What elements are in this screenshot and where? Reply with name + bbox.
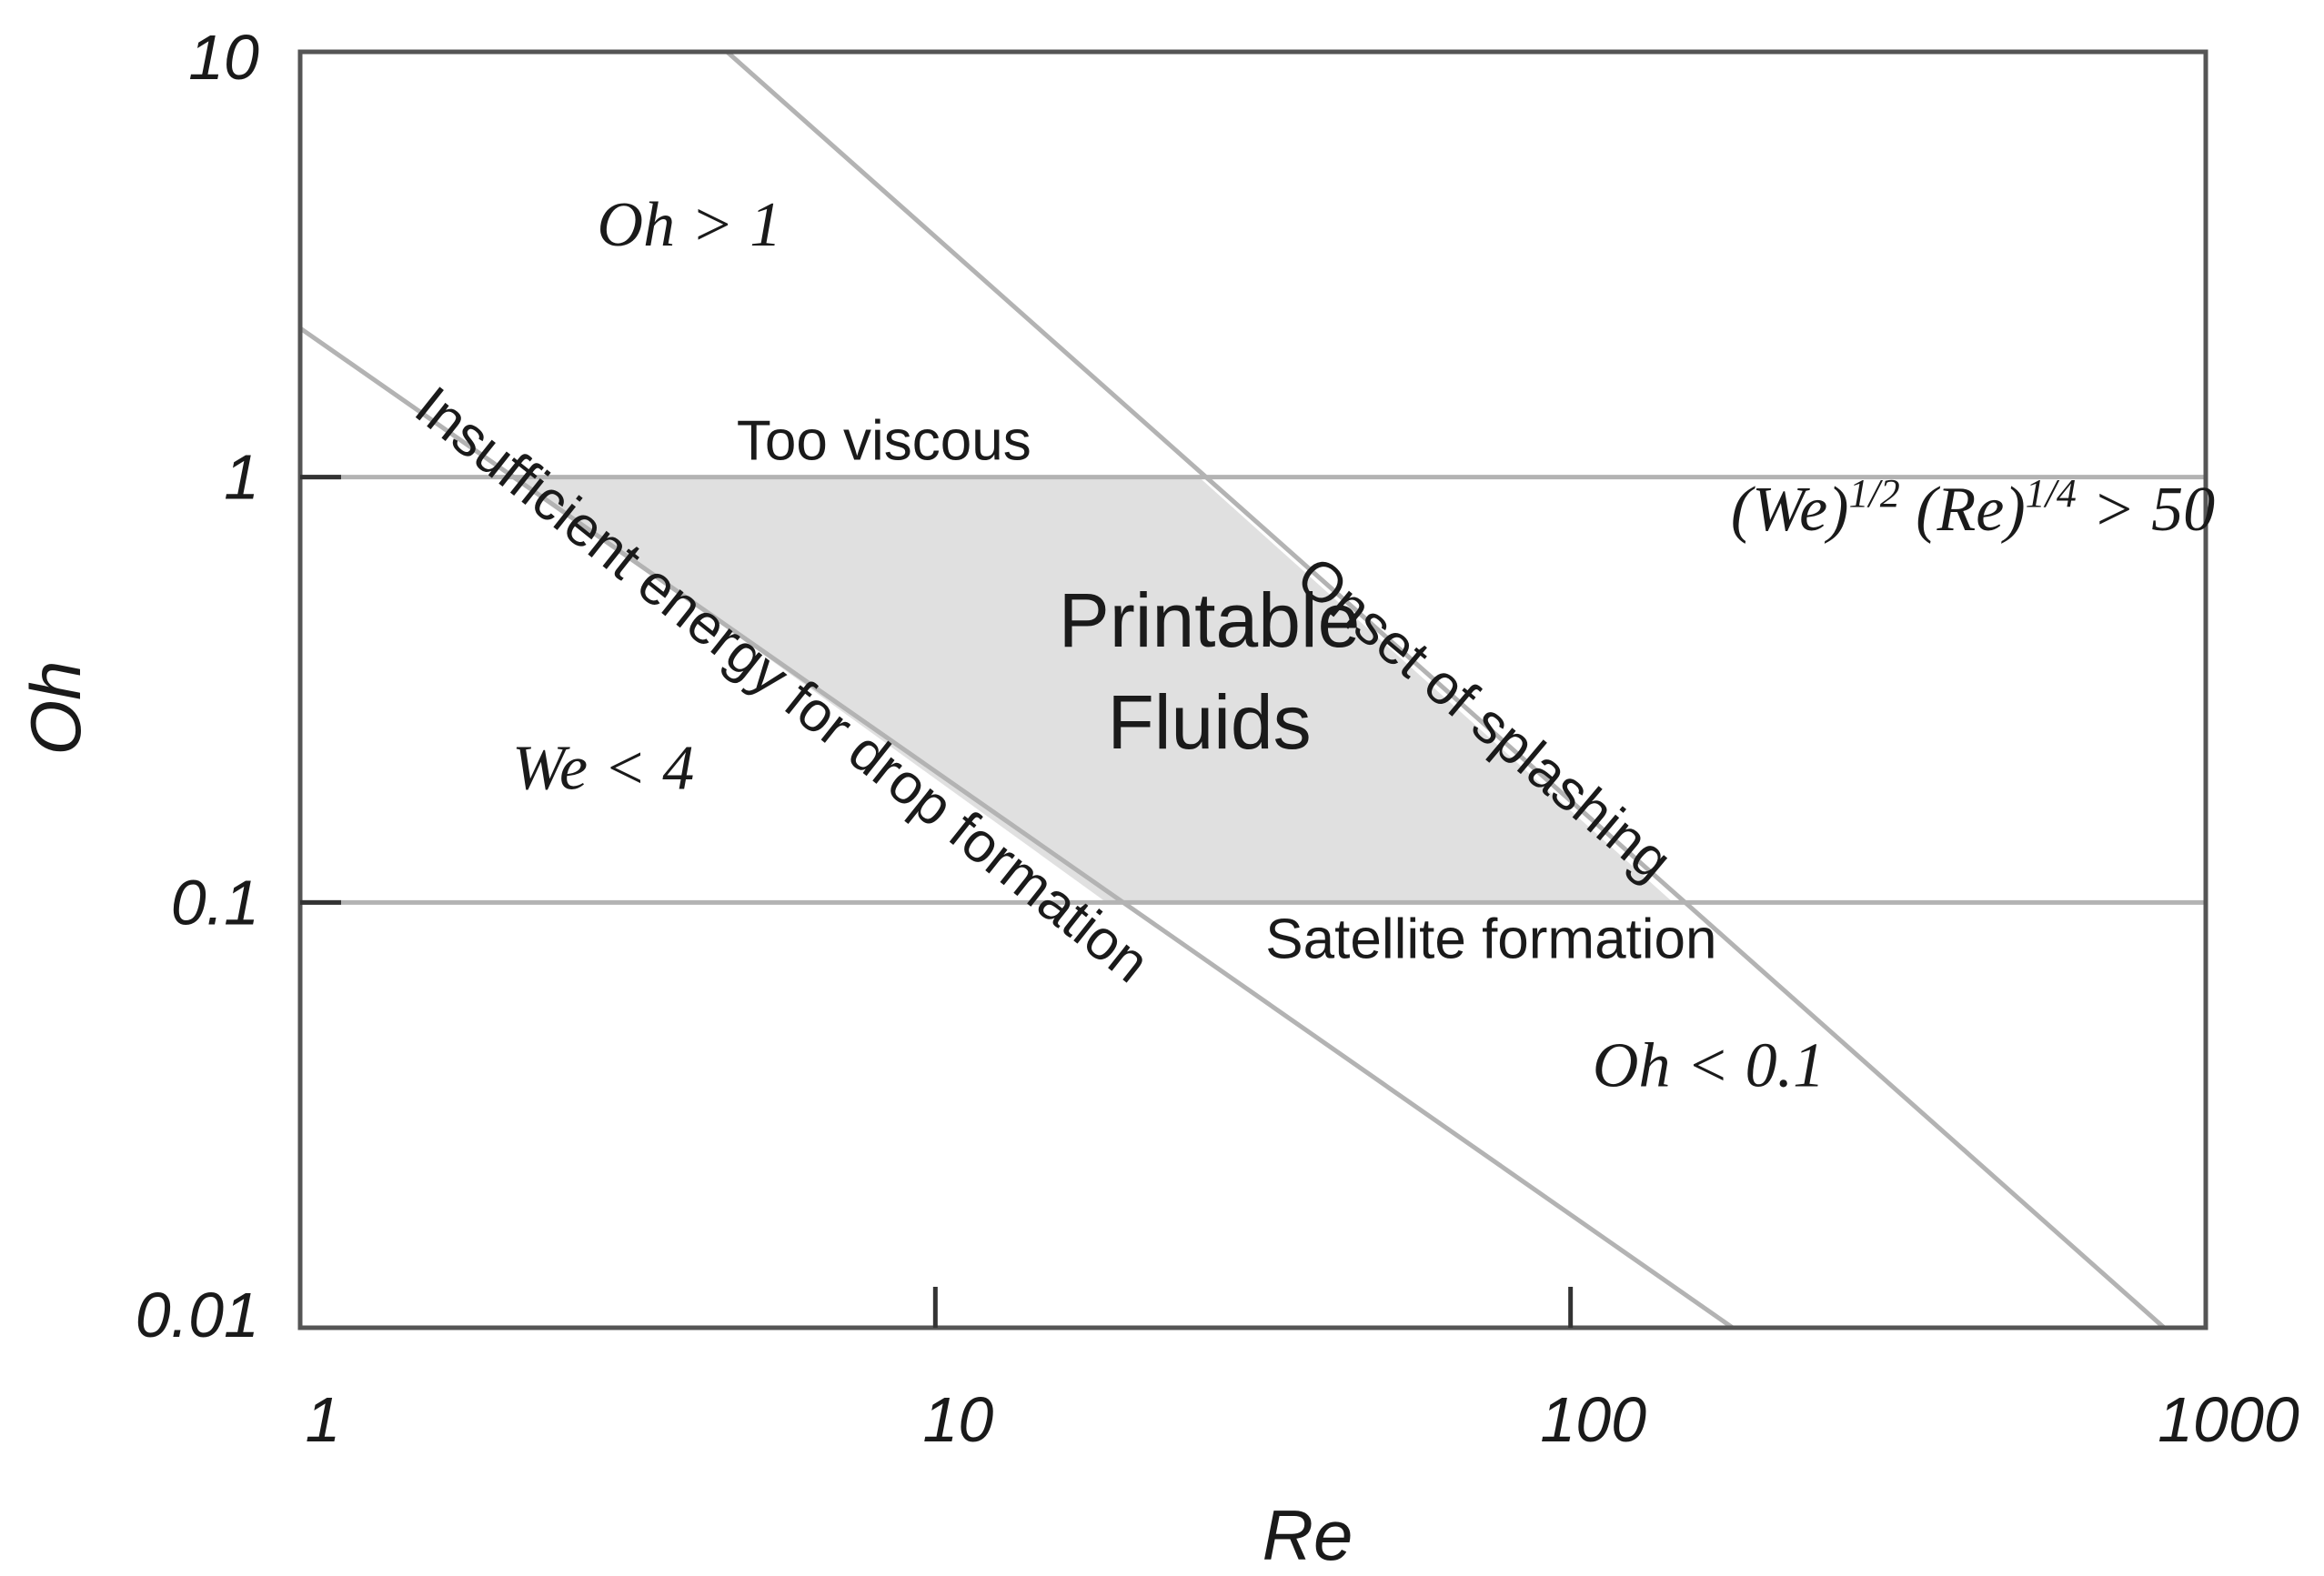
plot-frame	[297, 49, 2208, 1330]
tick-layer: 1 10 100 1000 10 1 0.1 0.01	[136, 22, 2299, 1455]
x-tick-label: 1000	[2158, 1384, 2299, 1455]
annotation-label: (We)1/2 (Re)1/4 > 50	[1731, 471, 2215, 545]
x-axis-title: Re	[1263, 1495, 1353, 1575]
y-axis-title: Oh	[15, 660, 96, 755]
x-tick-label: 100	[1540, 1384, 1646, 1455]
annotation-layer: Oh > 1 Too viscous (We)1/2 (Re)1/4 > 50 Pri…	[404, 190, 2216, 1100]
series-line-1	[725, 52, 2166, 1328]
series-line-0	[300, 326, 1735, 1328]
printable-fluids-region	[518, 477, 1674, 903]
line-layer	[300, 52, 2206, 1328]
y-tick-label: 1	[224, 442, 259, 513]
annotation-label: Printable	[1059, 577, 1361, 663]
annotation-label: Oh < 0.1	[1593, 1030, 1825, 1100]
y-tick-label: 10	[188, 22, 259, 93]
annotation-label: Satellite formation	[1265, 908, 1716, 970]
region-layer	[518, 477, 1674, 903]
annotation-label: Too viscous	[737, 409, 1031, 472]
annotation-label: Fluids	[1108, 679, 1312, 765]
x-tick-label: 10	[922, 1384, 993, 1455]
y-tick-label: 0.1	[171, 867, 259, 938]
x-tick-label: 1	[306, 1384, 341, 1455]
annotation-label: Oh > 1	[598, 190, 782, 260]
y-tick-label: 0.01	[136, 1280, 259, 1350]
annotation-label: We < 4	[512, 733, 694, 803]
